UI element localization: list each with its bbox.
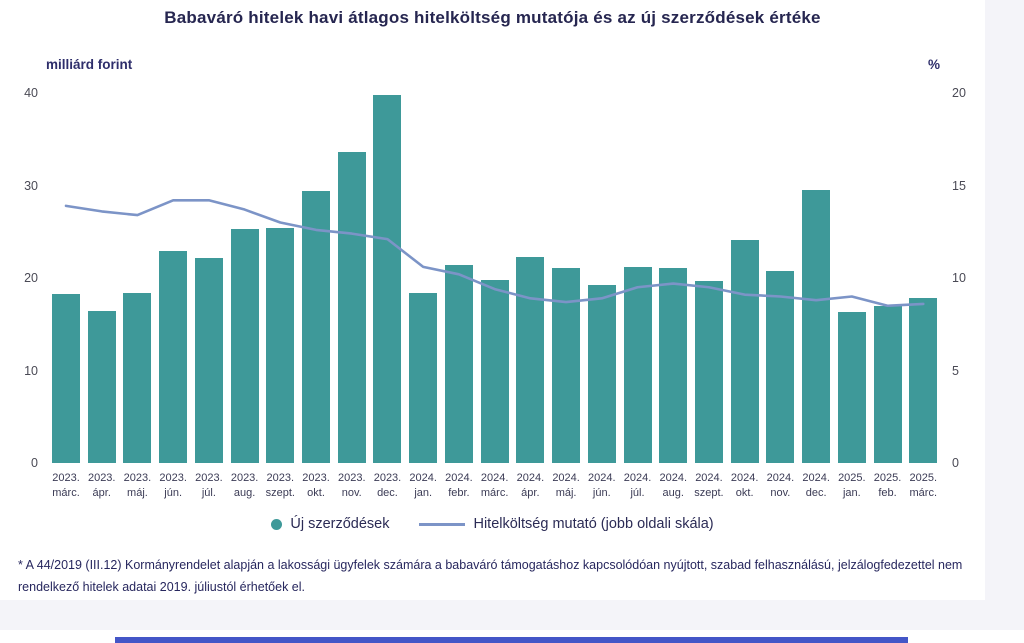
bar-new-contracts xyxy=(730,240,759,463)
x-axis-label: 2025. jan. xyxy=(838,472,866,499)
bar-new-contracts xyxy=(194,257,223,463)
bar-new-contracts xyxy=(587,285,616,463)
bar-new-contracts xyxy=(266,228,295,463)
bar-new-contracts xyxy=(373,94,402,463)
bar-new-contracts xyxy=(302,191,331,463)
bottom-accent-bar xyxy=(115,637,908,643)
x-axis-label: 2023. jún. xyxy=(159,472,187,499)
bar-new-contracts xyxy=(444,265,473,463)
x-axis-label: 2024. márc. xyxy=(480,472,509,499)
x-axis-label: 2025. feb. xyxy=(873,472,902,499)
right-axis-tick: 0 xyxy=(952,456,959,470)
x-axis-label: 2024. máj. xyxy=(552,472,580,499)
x-axis-label: 2023. máj. xyxy=(123,472,152,499)
x-axis-label: 2023. dec. xyxy=(373,472,402,499)
x-axis-label: 2024. okt. xyxy=(730,472,759,499)
bar-new-contracts xyxy=(802,190,831,463)
bar-new-contracts xyxy=(909,298,938,463)
legend-line-swatch xyxy=(419,522,466,526)
bar-new-contracts xyxy=(337,152,366,463)
bar-new-contracts xyxy=(623,266,652,463)
x-axis-label: 2025. márc. xyxy=(909,472,938,499)
right-axis-tick: 15 xyxy=(952,178,966,193)
x-axis-label: 2023. okt. xyxy=(302,472,330,499)
bar-new-contracts xyxy=(52,293,80,463)
bar-new-contracts xyxy=(694,280,723,463)
bar-new-contracts xyxy=(552,267,581,463)
left-axis-tick: 10 xyxy=(24,363,38,378)
chart-card: Babaváró hitelek havi átlagos hitelkölts… xyxy=(0,8,985,594)
bar-new-contracts xyxy=(480,279,509,463)
x-axis-label: 2024. jún. xyxy=(588,472,616,499)
left-axis-tick: 0 xyxy=(31,456,38,470)
footnote: * A 44/2019 (III.12) Kormányrendelet ala… xyxy=(18,558,963,594)
x-axis-label: 2023. júl. xyxy=(195,472,223,499)
page-background-right-band xyxy=(985,0,1024,630)
x-axis-label: 2023. szept. xyxy=(265,472,295,499)
x-axis-label: 2023. márc. xyxy=(52,472,80,499)
left-axis-tick: 40 xyxy=(24,86,38,100)
bar-new-contracts xyxy=(409,292,438,463)
right-axis-title: % xyxy=(928,57,941,72)
bar-new-contracts xyxy=(659,267,688,463)
x-axis-label: 2023. ápr. xyxy=(87,472,116,499)
bar-new-contracts xyxy=(159,251,188,463)
x-axis-label: 2024. ápr. xyxy=(516,472,545,499)
x-axis-label: 2024. jan. xyxy=(409,472,437,499)
left-axis-tick: 30 xyxy=(24,178,38,193)
chart-title: Babaváró hitelek havi átlagos hitelkölts… xyxy=(164,8,821,27)
legend-line-label: Hitelköltség mutató (jobb oldali skála) xyxy=(473,516,714,532)
bar-new-contracts xyxy=(837,312,866,463)
bar-new-contracts xyxy=(230,228,259,463)
page-background-bottom-band xyxy=(0,600,1024,630)
x-axis-label: 2024. aug. xyxy=(659,472,687,499)
x-axis-label: 2024. febr. xyxy=(445,472,473,499)
x-axis-label: 2024. júl. xyxy=(623,472,652,499)
x-axis-label: 2023. aug. xyxy=(230,472,259,499)
bar-new-contracts xyxy=(87,311,116,463)
bar-new-contracts xyxy=(873,305,902,463)
right-axis-tick: 20 xyxy=(952,86,966,100)
bar-new-contracts xyxy=(123,292,152,463)
bar-new-contracts xyxy=(516,256,545,463)
left-axis-title: milliárd forint xyxy=(46,57,133,72)
right-axis-tick: 5 xyxy=(952,363,959,378)
legend-bar-label: Új szerződések xyxy=(290,516,390,532)
legend: Új szerződések Hitelköltség mutató (jobb… xyxy=(0,516,985,532)
bar-new-contracts xyxy=(766,270,795,463)
x-axis-label: 2024. dec. xyxy=(802,472,830,499)
legend-bar-swatch xyxy=(271,518,283,530)
left-axis-tick: 20 xyxy=(24,271,38,285)
x-axis-label: 2024. szept. xyxy=(694,472,724,499)
x-axis-label: 2023. nov. xyxy=(337,472,366,499)
right-axis-tick: 10 xyxy=(952,271,966,285)
x-axis-label: 2024. nov. xyxy=(766,472,795,499)
